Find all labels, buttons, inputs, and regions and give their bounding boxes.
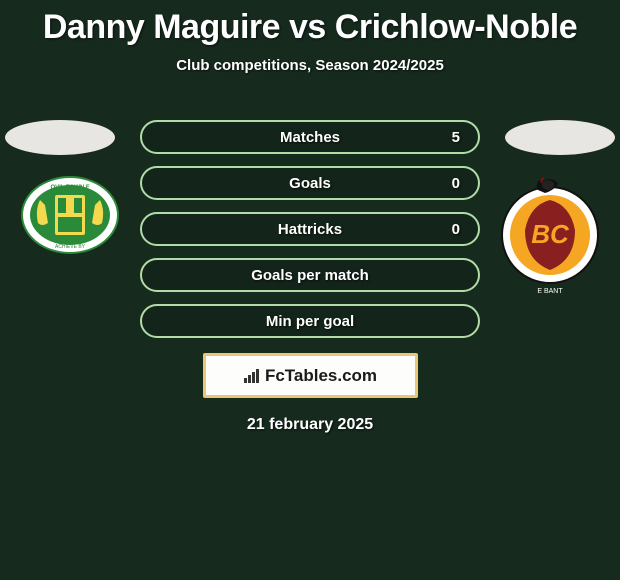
player-avatar-right xyxy=(505,120,615,155)
stat-value: 0 xyxy=(452,175,460,192)
brand-badge: FcTables.com xyxy=(203,353,418,398)
svg-text:ACHIEVE BY: ACHIEVE BY xyxy=(55,244,86,250)
club-crest-left: OVIL TOWN F ACHIEVE BY xyxy=(20,175,120,255)
stat-value: 0 xyxy=(452,221,460,238)
stat-label: Matches xyxy=(280,129,340,146)
club-crest-right: BC E BANT xyxy=(500,175,600,300)
brand-text: FcTables.com xyxy=(265,366,377,386)
stat-bar-goals: Goals 0 xyxy=(140,166,480,200)
svg-text:E BANT: E BANT xyxy=(537,288,563,295)
stat-label: Hattricks xyxy=(278,221,342,238)
chart-icon xyxy=(243,368,259,384)
shield-icon: OVIL TOWN F ACHIEVE BY xyxy=(20,175,120,255)
shield-icon: BC E BANT xyxy=(500,175,600,300)
page-title: Danny Maguire vs Crichlow-Noble xyxy=(0,0,620,47)
stat-label: Goals xyxy=(289,175,331,192)
comparison-content: OVIL TOWN F ACHIEVE BY BC E BANT Matches… xyxy=(0,120,620,434)
player-avatar-left xyxy=(5,120,115,155)
stat-bar-goals-per-match: Goals per match xyxy=(140,258,480,292)
stat-label: Goals per match xyxy=(251,267,369,284)
stat-value: 5 xyxy=(452,129,460,146)
stat-bar-hattricks: Hattricks 0 xyxy=(140,212,480,246)
stat-bars-container: Matches 5 Goals 0 Hattricks 0 Goals per … xyxy=(140,120,480,338)
svg-text:BC: BC xyxy=(531,219,570,249)
stat-bar-matches: Matches 5 xyxy=(140,120,480,154)
stat-bar-min-per-goal: Min per goal xyxy=(140,304,480,338)
page-subtitle: Club competitions, Season 2024/2025 xyxy=(0,57,620,74)
stat-label: Min per goal xyxy=(266,313,354,330)
date-text: 21 february 2025 xyxy=(0,416,620,434)
svg-text:OVIL TOWN F: OVIL TOWN F xyxy=(50,185,89,191)
